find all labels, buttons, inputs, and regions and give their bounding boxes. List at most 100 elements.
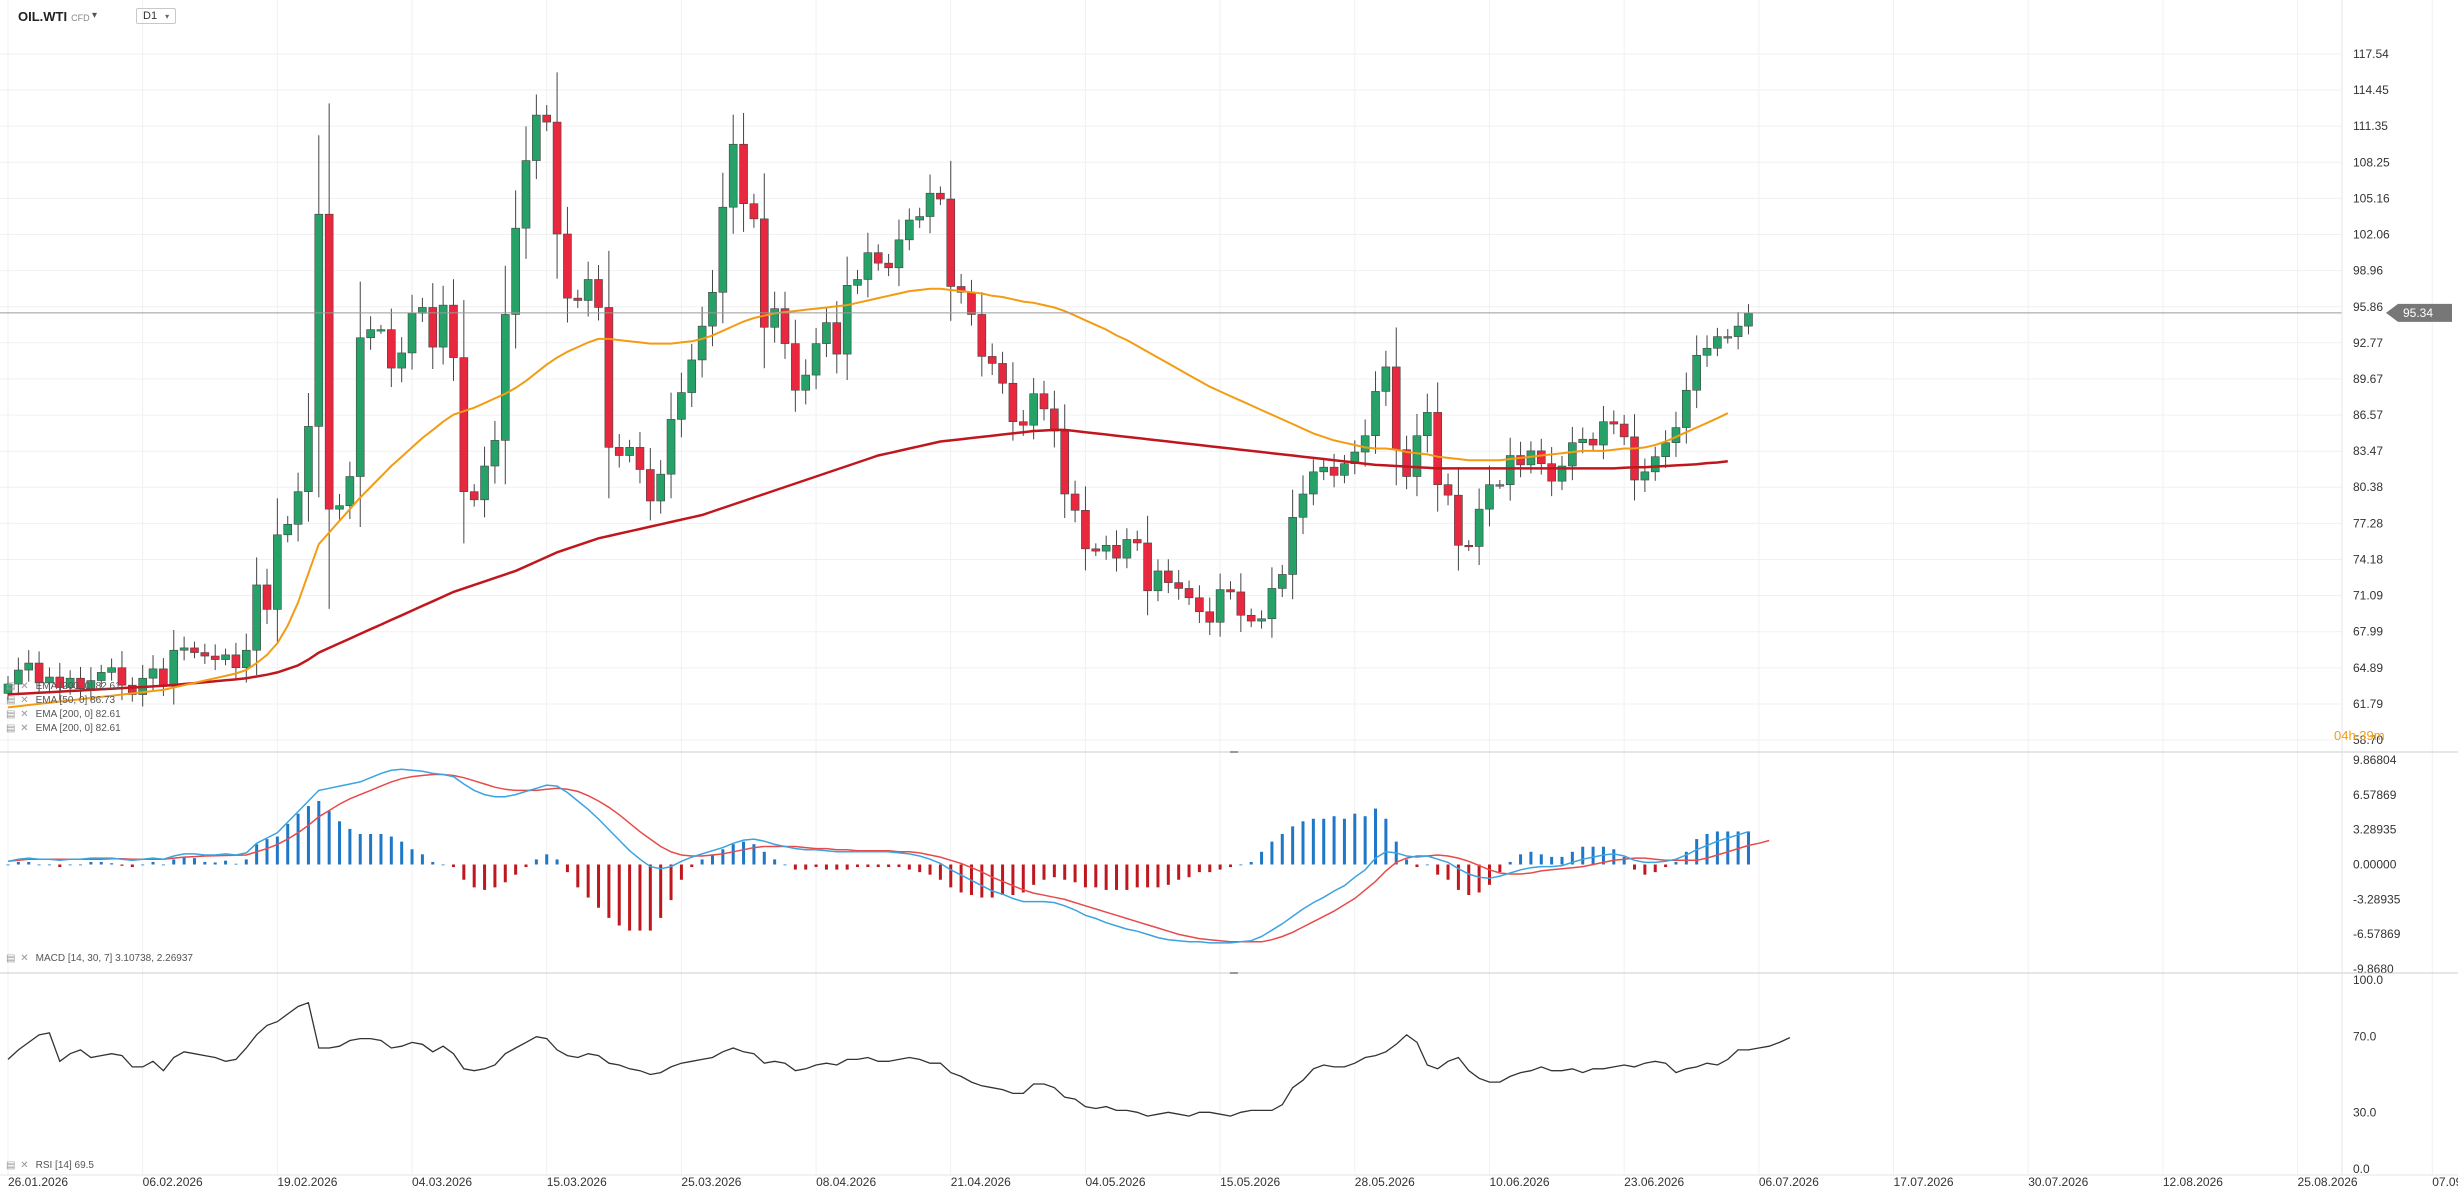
candle-body[interactable]	[1599, 421, 1608, 446]
candle-body[interactable]	[894, 239, 904, 269]
candle-body[interactable]	[925, 192, 935, 217]
candle-body[interactable]	[1412, 435, 1422, 477]
candle-body[interactable]	[241, 649, 251, 669]
candle-body[interactable]	[635, 447, 645, 470]
candle-body[interactable]	[1195, 597, 1204, 613]
candle-body[interactable]	[1070, 493, 1080, 511]
candle-body[interactable]	[604, 307, 614, 448]
candle-body[interactable]	[1578, 438, 1588, 444]
candle-body[interactable]	[1423, 412, 1432, 437]
legend-rsi[interactable]: ▤ ✕ RSI [14] 69.5	[6, 1160, 94, 1172]
candle-body[interactable]	[697, 325, 707, 361]
candle-body[interactable]	[708, 292, 717, 327]
timeframe-select[interactable]: D1 ▾	[136, 8, 176, 24]
candle-body[interactable]	[1744, 312, 1753, 327]
candle-body[interactable]	[1433, 412, 1442, 485]
candle-body[interactable]	[1008, 382, 1018, 423]
candle-body[interactable]	[1174, 582, 1183, 589]
candle-body[interactable]	[1101, 544, 1111, 552]
candlesticks[interactable]	[3, 72, 1753, 707]
candle-body[interactable]	[521, 160, 531, 229]
candle-body[interactable]	[252, 584, 261, 651]
candle-body[interactable]	[977, 314, 987, 357]
candle-body[interactable]	[1081, 510, 1090, 550]
candle-body[interactable]	[1588, 438, 1598, 446]
candle-body[interactable]	[905, 219, 914, 241]
candle-body[interactable]	[1692, 354, 1701, 391]
candle-body[interactable]	[200, 652, 210, 657]
candle-body[interactable]	[24, 662, 34, 671]
candle-body[interactable]	[169, 649, 179, 687]
candle-body[interactable]	[1443, 484, 1453, 496]
candle-body[interactable]	[397, 352, 406, 369]
candle-body[interactable]	[1288, 517, 1297, 575]
candle-body[interactable]	[1474, 508, 1484, 547]
candle-body[interactable]	[1184, 588, 1194, 599]
candle-body[interactable]	[1485, 484, 1494, 510]
candle-body[interactable]	[873, 252, 883, 264]
indicator-settings-icon[interactable]: ▤ ✕	[6, 681, 30, 692]
candle-body[interactable]	[1050, 408, 1059, 432]
candle-body[interactable]	[262, 584, 272, 610]
candle-body[interactable]	[625, 447, 634, 456]
candle-body[interactable]	[480, 465, 489, 501]
candle-body[interactable]	[231, 654, 241, 669]
candle-body[interactable]	[936, 192, 945, 200]
candle-body[interactable]	[728, 143, 738, 208]
candle-body[interactable]	[780, 308, 790, 344]
candle-body[interactable]	[449, 304, 458, 358]
candle-body[interactable]	[1391, 366, 1401, 450]
candle-body[interactable]	[45, 676, 54, 684]
candle-body[interactable]	[1205, 611, 1215, 623]
candle-body[interactable]	[656, 473, 665, 502]
rsi-panel[interactable]: 100.0 70.0 30.0 0.0	[7, 973, 2383, 1176]
candle-body[interactable]	[490, 440, 500, 467]
candle-body[interactable]	[1340, 463, 1349, 476]
candle-body[interactable]	[770, 308, 779, 328]
candle-body[interactable]	[1661, 442, 1670, 457]
candle-body[interactable]	[128, 684, 137, 695]
candle-body[interactable]	[1495, 484, 1505, 487]
pane-resize-handle[interactable]	[1230, 972, 1238, 974]
symbol-selector[interactable]: OIL.WTI CFD	[18, 9, 90, 24]
candle-body[interactable]	[1723, 336, 1733, 339]
candle-body[interactable]	[1060, 430, 1070, 495]
candle-body[interactable]	[915, 216, 924, 221]
candle-body[interactable]	[314, 213, 324, 427]
candle-body[interactable]	[34, 662, 44, 684]
candle-body[interactable]	[1257, 618, 1266, 622]
candle-body[interactable]	[366, 329, 375, 339]
candle-body[interactable]	[1029, 393, 1038, 426]
candle-body[interactable]	[407, 312, 417, 354]
candle-body[interactable]	[1215, 589, 1225, 623]
candle-body[interactable]	[55, 676, 65, 688]
candle-body[interactable]	[552, 121, 562, 235]
candle-body[interactable]	[107, 667, 116, 673]
legend-macd[interactable]: ▤ ✕ MACD [14, 30, 7] 3.10738, 2.26937	[6, 953, 193, 965]
candle-body[interactable]	[811, 343, 821, 376]
candle-body[interactable]	[210, 655, 220, 660]
candle-body[interactable]	[1153, 570, 1163, 592]
candle-body[interactable]	[335, 505, 344, 510]
candle-body[interactable]	[1557, 465, 1567, 482]
candle-body[interactable]	[438, 304, 448, 348]
candle-body[interactable]	[1091, 548, 1101, 552]
indicator-settings-icon[interactable]: ▤ ✕	[6, 709, 30, 720]
candle-body[interactable]	[283, 524, 293, 536]
candle-body[interactable]	[666, 419, 676, 475]
candle-body[interactable]	[842, 285, 852, 355]
candle-body[interactable]	[190, 647, 199, 653]
indicator-settings-icon[interactable]: ▤ ✕	[6, 953, 30, 964]
indicator-settings-icon[interactable]: ▤ ✕	[6, 1160, 30, 1171]
candle-body[interactable]	[96, 672, 106, 681]
candle-body[interactable]	[1246, 614, 1256, 622]
candle-body[interactable]	[1402, 449, 1411, 477]
candle-body[interactable]	[159, 668, 168, 687]
candle-body[interactable]	[646, 469, 655, 502]
candle-body[interactable]	[1226, 589, 1235, 593]
candle-body[interactable]	[614, 447, 624, 456]
candle-body[interactable]	[1143, 542, 1152, 592]
candle-body[interactable]	[1122, 539, 1132, 559]
candle-body[interactable]	[179, 647, 189, 651]
